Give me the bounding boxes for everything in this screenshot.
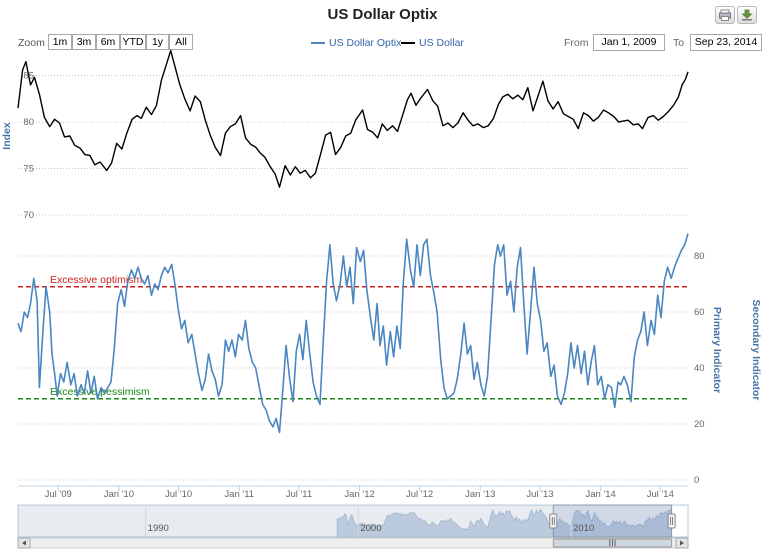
upper-y-tick-label: 75 [23,164,34,175]
x-tick-label: Jul '09 [45,489,72,500]
lower-y-tick-label: 20 [694,419,705,430]
x-tick-label: Jul '10 [165,489,192,500]
export-button[interactable] [737,6,757,24]
legend-item-optix[interactable]: US Dollar Optix [311,37,401,49]
x-tick-label: Jul '13 [526,489,553,500]
lower-y-tick-label: 60 [694,307,705,318]
x-tick-label: Jan '10 [104,489,134,500]
x-tick-label: Jul '14 [647,489,674,500]
print-icon [719,9,731,21]
scrollbar-thumb[interactable] [552,538,673,548]
zoom-ytd-button[interactable]: YTD [120,34,146,50]
x-tick-label: Jul '11 [286,489,312,500]
print-button[interactable] [715,6,735,24]
navigator-tick-label: 1990 [148,523,169,534]
lower-y-tick-label: 80 [694,251,705,262]
x-tick-label: Jan '11 [224,489,254,500]
navigator-series-area [336,508,672,538]
to-label: To [673,37,685,49]
upper-y-tick-label: 70 [23,210,34,221]
x-tick-label: Jan '13 [465,489,495,500]
from-label: From [564,37,589,49]
navigator-handle-right [667,513,676,529]
zoom-1m-button[interactable]: 1m [48,34,72,50]
x-tick-label: Jul '12 [406,489,433,500]
optimism-threshold-label: Excessive optimism [50,274,142,286]
scrollbar-grip-icon: III [609,538,617,549]
zoom-all-button[interactable]: All [169,34,193,50]
chart-title: US Dollar Optix [327,6,438,23]
navigator-tick-label: 2010 [573,523,594,534]
x-tick-label: Jan '14 [585,489,615,500]
x-tick-label: Jan '12 [344,489,374,500]
to-date-input[interactable]: Sep 23, 2014 [690,34,762,51]
download-icon [741,9,753,21]
y-axis-title-primary: Primary Indicator [711,307,723,393]
y-axis-title-secondary: Secondary Indicator [750,300,762,401]
zoom-label: Zoom [18,37,45,49]
legend-label-dollar: US Dollar [419,37,464,49]
navigator-handle-left [549,513,558,529]
y-axis-title-index: Index [1,122,13,150]
upper-y-tick-label: 80 [23,117,34,128]
zoom-1y-button[interactable]: 1y [146,34,169,50]
lower-y-tick-label: 40 [694,363,705,374]
zoom-3m-button[interactable]: 3m [72,34,96,50]
zoom-6m-button[interactable]: 6m [96,34,120,50]
legend-swatch-dollar [401,42,415,45]
legend-swatch-optix [311,42,325,45]
upper-y-tick-label: 85 [23,71,34,82]
lower-y-tick-label: 0 [694,475,699,486]
us-dollar-optix-line [17,233,689,434]
scroll-left-arrow-icon [22,540,26,546]
from-date-input[interactable]: Jan 1, 2009 [593,34,665,51]
navigator-selected-range [552,504,673,538]
navigator-mask-left [18,505,554,537]
navigator-tick-label: 2000 [360,523,381,534]
us-dollar-line [17,49,689,188]
legend-item-dollar[interactable]: US Dollar [401,37,464,49]
scroll-right-arrow-icon [680,540,684,546]
legend-label-optix: US Dollar Optix [329,37,402,49]
